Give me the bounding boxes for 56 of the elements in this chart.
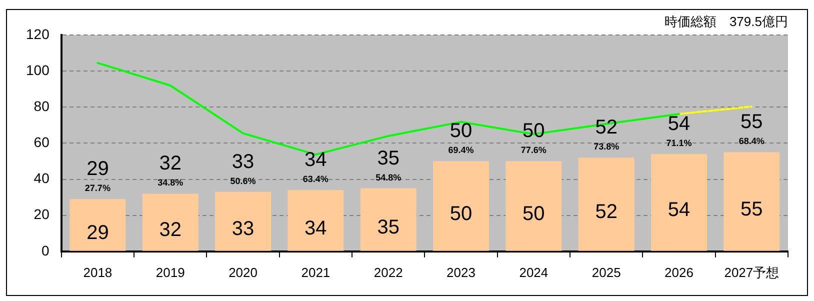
bar bbox=[506, 161, 562, 251]
annotation: 29 bbox=[86, 158, 109, 180]
annotation: 33 bbox=[232, 150, 254, 173]
bar bbox=[70, 199, 126, 251]
annotation: 55 bbox=[740, 111, 763, 134]
annotation: 50 bbox=[450, 120, 472, 142]
x-tick-label: 2023 bbox=[446, 264, 476, 280]
annotation: 27.7% bbox=[84, 183, 110, 194]
x-tick-label: 2020 bbox=[228, 264, 258, 280]
y-tick-label: 20 bbox=[34, 206, 50, 222]
data-label: 32 bbox=[159, 219, 182, 242]
data-label: 29 bbox=[86, 222, 109, 244]
data-label: 35 bbox=[377, 216, 400, 238]
data-label: 34 bbox=[304, 217, 327, 240]
data-label: 33 bbox=[232, 218, 254, 240]
annotation: 34.8% bbox=[158, 178, 184, 188]
x-tick-label: 2019 bbox=[156, 264, 185, 280]
y-tick-label: 60 bbox=[34, 134, 50, 150]
y-tick-label: 0 bbox=[42, 242, 50, 258]
annotation: 69.4% bbox=[448, 145, 474, 156]
annotation: 71.1% bbox=[666, 138, 692, 148]
annotation: 54 bbox=[668, 113, 690, 136]
x-tick-label: 2022 bbox=[374, 264, 403, 280]
bar bbox=[360, 188, 416, 251]
annotation: 73.8% bbox=[594, 142, 620, 152]
annotation: 50.6% bbox=[230, 176, 256, 186]
data-label: 55 bbox=[740, 198, 763, 220]
y-tick-label: 80 bbox=[34, 98, 50, 114]
y-tick-label: 40 bbox=[34, 170, 50, 186]
y-tick-label: 120 bbox=[26, 26, 50, 42]
annotation: 34 bbox=[304, 149, 327, 172]
annotation: 68.4% bbox=[738, 136, 764, 146]
x-tick-label: 2018 bbox=[83, 264, 112, 280]
annotation: 32 bbox=[159, 152, 182, 175]
data-label: 52 bbox=[595, 201, 618, 224]
bar bbox=[142, 194, 198, 251]
x-tick-label: 2027予想 bbox=[724, 264, 780, 280]
data-label: 50 bbox=[450, 202, 472, 225]
x-tick-label: 2021 bbox=[301, 264, 330, 280]
bar bbox=[433, 161, 489, 251]
bar bbox=[578, 158, 634, 251]
bar bbox=[651, 154, 707, 251]
x-tick-label: 2026 bbox=[664, 264, 694, 280]
y-tick-label: 100 bbox=[26, 62, 50, 78]
bar bbox=[288, 190, 344, 251]
chart-title: 時価総額 379.5億円 bbox=[664, 14, 788, 29]
annotation: 35 bbox=[377, 147, 400, 170]
annotation: 77.6% bbox=[520, 145, 546, 156]
bar bbox=[724, 152, 780, 251]
bar bbox=[215, 192, 271, 251]
annotation: 63.4% bbox=[302, 174, 328, 184]
annotation: 54.8% bbox=[376, 172, 402, 182]
x-tick-label: 2025 bbox=[592, 264, 621, 280]
x-tick-label: 2024 bbox=[519, 264, 548, 280]
data-label: 50 bbox=[522, 202, 545, 225]
data-label: 54 bbox=[668, 199, 690, 222]
